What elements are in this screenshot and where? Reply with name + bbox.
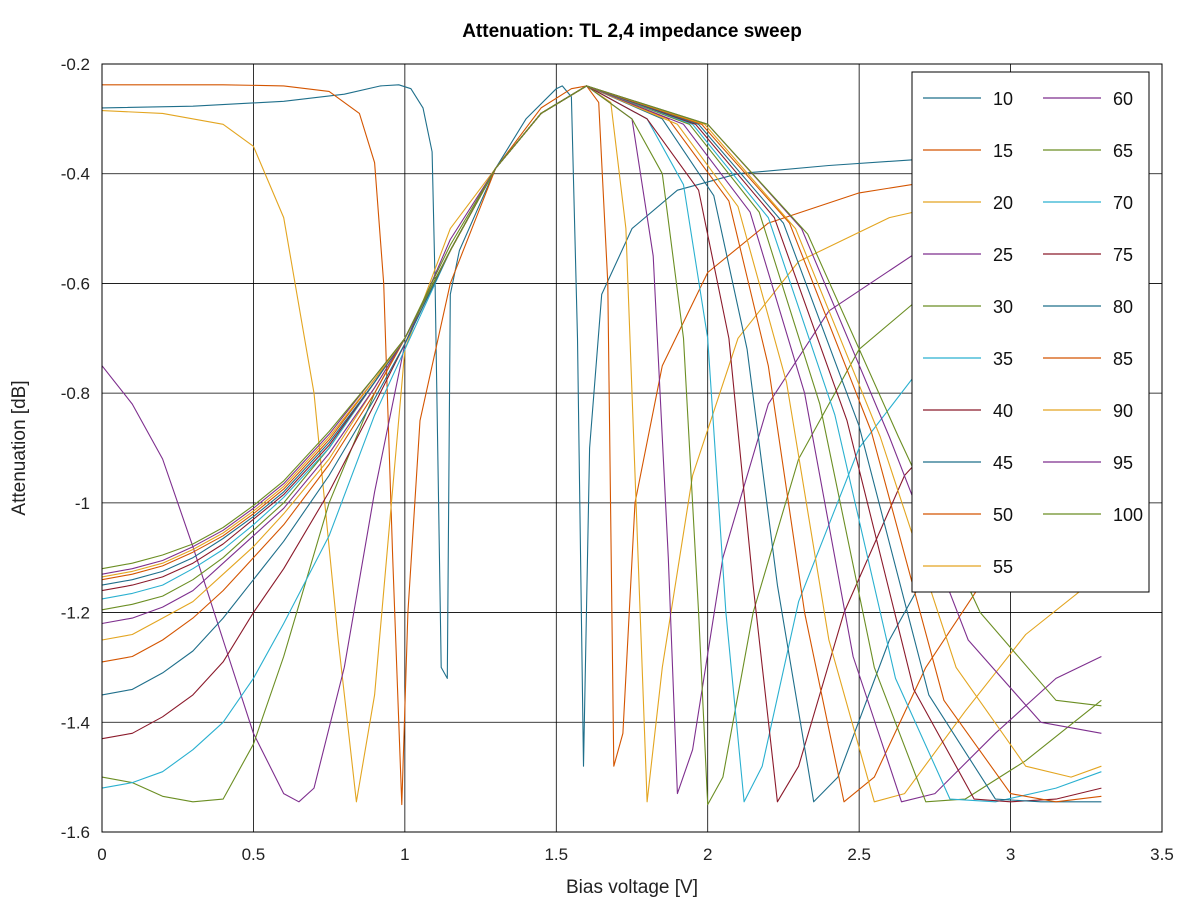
- legend-box: [911, 71, 1150, 593]
- x-tick-label: 0: [97, 845, 106, 864]
- legend-label: 25: [993, 245, 1013, 265]
- series-lines: [101, 84, 1102, 806]
- y-tick-label: -1.6: [61, 823, 90, 842]
- legend: 10 15 20 25 30 35 40 45 50 55 60 65 70 75 80 85 90 95 100: [911, 71, 1150, 593]
- y-tick-label: -1.2: [61, 604, 90, 623]
- series-line-15: [102, 84, 1102, 806]
- plot-frame: [101, 63, 1163, 833]
- y-tick-label: -0.6: [61, 274, 90, 293]
- legend-label: 40: [993, 401, 1013, 421]
- legend-label: 15: [993, 141, 1013, 161]
- legend-label: 10: [993, 89, 1013, 109]
- y-tick-label: -0.8: [61, 384, 90, 403]
- x-tick-label: 3: [1006, 845, 1015, 864]
- y-tick-label: -0.4: [61, 165, 90, 184]
- legend-label: 20: [993, 193, 1013, 213]
- axis-ticks: 0 0.5 1 1.5 2 2.5 3 3.5 -0.2 -0.4 -0.6 -0.8 -1 -1.2 -1…: [61, 55, 1174, 864]
- x-tick-label: 1: [400, 845, 409, 864]
- legend-label: 90: [1113, 401, 1133, 421]
- legend-label: 30: [993, 297, 1013, 317]
- legend-label: 55: [993, 557, 1013, 577]
- x-axis-label: Bias voltage [V]: [566, 877, 698, 898]
- x-tick-label: 0.5: [242, 845, 266, 864]
- legend-label: 50: [993, 505, 1013, 525]
- legend-label: 100: [1113, 505, 1143, 525]
- legend-label: 80: [1113, 297, 1133, 317]
- y-axis-label: Attenuation [dB]: [9, 380, 30, 515]
- chart-title: Attenuation: TL 2,4 impedance sweep: [462, 21, 802, 42]
- legend-label: 60: [1113, 89, 1133, 109]
- x-tick-label: 3.5: [1150, 845, 1174, 864]
- x-tick-label: 2: [703, 845, 712, 864]
- x-tick-label: 1.5: [544, 845, 568, 864]
- legend-label: 45: [993, 453, 1013, 473]
- x-tick-label: 2.5: [847, 845, 871, 864]
- legend-label: 95: [1113, 453, 1133, 473]
- legend-label: 75: [1113, 245, 1133, 265]
- legend-label: 70: [1113, 193, 1133, 213]
- legend-label: 65: [1113, 141, 1133, 161]
- series-line-100: [101, 85, 1102, 707]
- y-tick-label: -1.4: [61, 713, 90, 732]
- y-tick-label: -0.2: [61, 55, 90, 74]
- y-tick-label: -1: [75, 494, 90, 513]
- legend-label: 85: [1113, 349, 1133, 369]
- legend-label: 35: [993, 349, 1013, 369]
